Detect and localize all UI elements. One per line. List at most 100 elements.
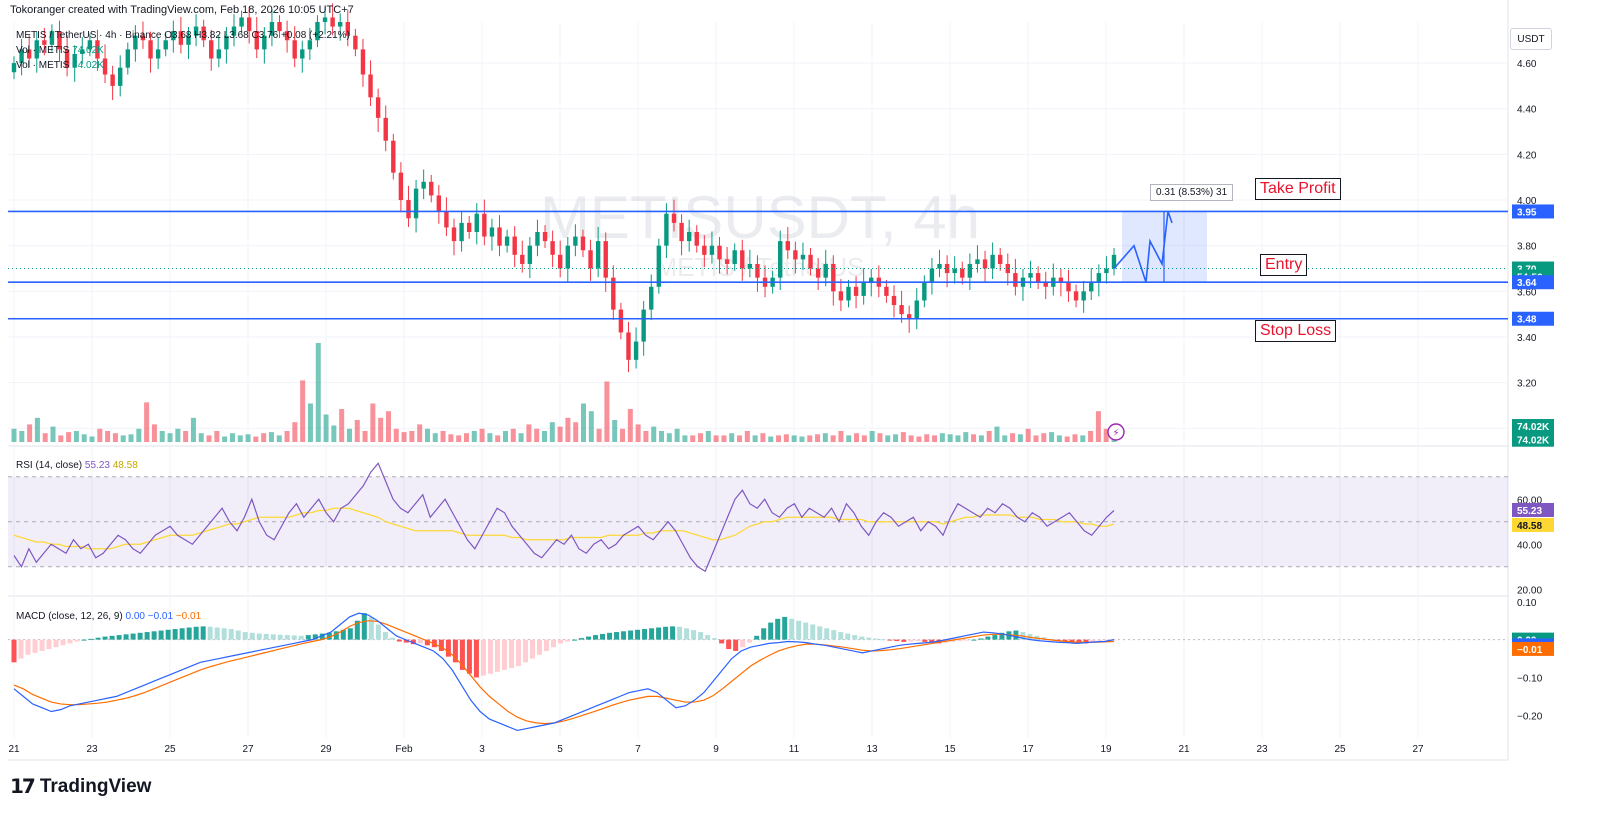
volume-bar: [885, 435, 891, 442]
candle-body: [664, 213, 669, 246]
rsi-tick-label: 20.00: [1517, 585, 1542, 596]
macd-histogram-bar: [508, 639, 514, 668]
time-tick-label: 23: [1256, 744, 1268, 755]
macd-histogram-bar: [789, 618, 795, 640]
macd-histogram-bar: [922, 639, 928, 642]
symbol-legend[interactable]: METIS / TetherUS · 4h · Binance O3.68 H3…: [16, 30, 350, 41]
macd-histogram-bar: [109, 635, 115, 640]
volume-bar: [268, 432, 274, 442]
macd-histogram-bar: [635, 629, 641, 640]
candle-body: [474, 213, 479, 232]
volume-bar: [471, 431, 477, 442]
candle-body: [573, 236, 578, 246]
volume-bar: [518, 433, 524, 442]
macd-histogram-bar: [740, 639, 746, 648]
macd-histogram-bar: [305, 635, 311, 640]
price-tick-label: 4.60: [1517, 59, 1537, 70]
macd-histogram-bar: [242, 632, 248, 640]
candle-body: [952, 268, 957, 274]
volume-bar: [463, 433, 469, 442]
volume-bar: [339, 409, 345, 442]
volume-bar: [557, 426, 563, 442]
candle-body: [800, 254, 806, 260]
candle-body: [110, 74, 115, 86]
macd-histogram-bar: [866, 637, 872, 640]
volume-bar: [307, 403, 313, 442]
volume-bar: [541, 431, 547, 442]
volume-bar: [479, 428, 485, 442]
macd-histogram-bar: [915, 639, 921, 642]
tradingview-logo[interactable]: 𝟭𝟳 TradingView: [10, 775, 152, 799]
volume-bar: [354, 420, 360, 442]
candle-body: [861, 282, 866, 296]
candle-body: [489, 227, 495, 237]
volume-bar: [175, 428, 181, 442]
volume-bar: [206, 435, 212, 442]
stop-loss-label[interactable]: Stop Loss: [1255, 320, 1337, 342]
time-tick-label: 27: [242, 744, 254, 755]
candle-body: [125, 49, 130, 68]
macd-histogram-bar: [929, 639, 935, 643]
macd-histogram-bar: [901, 639, 907, 642]
macd-histogram-bar: [600, 633, 606, 640]
candle-body: [398, 172, 404, 201]
macd-histogram-bar: [165, 629, 171, 640]
macd-histogram-bar: [796, 620, 802, 640]
volume-bar: [713, 435, 719, 442]
macd-histogram-bar: [116, 635, 122, 640]
macd-histogram-bar: [1090, 639, 1096, 643]
volume-bar: [854, 433, 860, 442]
macd-histogram-bar: [712, 638, 718, 640]
macd-histogram-bar: [452, 639, 458, 663]
candle-body: [1081, 291, 1086, 301]
macd-tick-label: −0.10: [1517, 673, 1543, 684]
macd-histogram-bar: [810, 624, 816, 640]
candle-body: [1111, 254, 1117, 269]
volume-bar: [159, 431, 165, 442]
candle-body: [967, 263, 973, 278]
take-profit-label[interactable]: Take Profit: [1255, 178, 1341, 200]
macd-histogram-bar: [894, 639, 900, 642]
candle-body: [254, 31, 259, 50]
macd-histogram-bar: [466, 639, 472, 674]
candle-body: [375, 97, 381, 118]
macd-histogram-bar: [354, 620, 360, 640]
macd-tick-label: 0.10: [1517, 598, 1537, 609]
macd-histogram-bar: [438, 639, 444, 651]
candle-body: [990, 254, 995, 269]
candle-body: [406, 200, 411, 219]
candle-body: [277, 22, 282, 32]
candle-body: [459, 222, 464, 242]
currency-button[interactable]: USDT: [1510, 28, 1552, 50]
candle-body: [914, 300, 919, 319]
macd-histogram-bar: [32, 639, 38, 653]
macd-histogram-bar: [263, 633, 269, 640]
measure-tooltip: 0.31 (8.53%) 31: [1150, 184, 1234, 201]
volume-legend-2[interactable]: Vol · METIS 74.02K: [16, 60, 104, 71]
volume-legend-1[interactable]: Vol · METIS 74.02K: [16, 45, 104, 56]
volume-bar: [1041, 433, 1047, 442]
volume-bar: [1017, 434, 1023, 442]
macd-histogram-bar: [417, 639, 423, 644]
candle-body: [686, 232, 692, 242]
volume-bar: [869, 431, 875, 442]
macd-histogram-bar: [326, 632, 332, 640]
macd-legend[interactable]: MACD (close, 12, 26, 9) 0.00 −0.01 −0.01: [16, 611, 202, 622]
volume-bar: [284, 431, 290, 442]
macd-histogram-bar: [81, 639, 87, 641]
macd-histogram-bar: [410, 639, 416, 645]
candle-body: [838, 291, 844, 301]
macd-histogram-bar: [950, 639, 956, 642]
candle-body: [815, 268, 821, 278]
rsi-legend[interactable]: RSI (14, close) 55.23 48.58: [16, 460, 138, 471]
volume-bar: [190, 417, 196, 442]
price-badge-label: 74.02K: [1517, 422, 1550, 433]
entry-label[interactable]: Entry: [1260, 254, 1308, 276]
macd-histogram-bar: [649, 628, 655, 640]
macd-histogram-bar: [403, 639, 409, 643]
macd-histogram-bar: [179, 628, 185, 640]
volume-bar: [183, 431, 189, 442]
candle-body: [322, 17, 328, 22]
candle-body: [1073, 291, 1079, 301]
